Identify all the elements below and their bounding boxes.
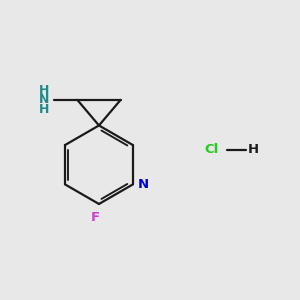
Text: Cl: Cl [204,143,218,157]
Text: H: H [38,103,49,116]
Text: N: N [38,93,49,106]
Text: F: F [91,211,100,224]
Text: H: H [38,84,49,97]
Text: H: H [248,143,259,157]
Text: N: N [137,178,148,191]
